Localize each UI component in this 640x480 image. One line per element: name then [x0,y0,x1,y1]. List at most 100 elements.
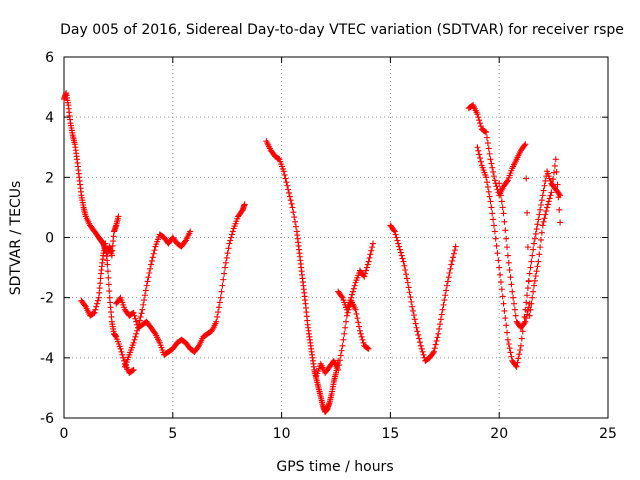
data-point [92,306,99,313]
data-point [140,301,147,308]
data-point [527,264,534,271]
data-point [118,348,125,355]
data-point [544,204,551,211]
y-tick-label: -6 [40,411,54,427]
data-point [488,160,495,167]
data-point [404,279,411,286]
data-point [435,330,442,337]
data-point [507,274,514,281]
data-point [132,333,139,340]
data-point [143,282,150,289]
data-point [351,282,358,289]
data-point [536,211,543,218]
data-point [366,254,373,261]
data-point [532,273,539,280]
data-point [526,300,533,307]
data-point [474,111,481,118]
data-point [515,355,522,362]
data-point [524,292,531,299]
data-point [494,250,501,257]
data-point [285,189,292,196]
data-point [402,266,409,273]
data-point [410,307,417,314]
data-point [504,336,511,343]
data-point [349,291,356,298]
data-point [542,211,549,218]
y-axis-label: SDTVAR / TECUs [8,181,24,296]
data-point [222,264,229,271]
data-point [94,300,101,307]
series-trace-11 [496,180,533,331]
data-point [522,318,529,325]
y-tick-label: 6 [45,50,54,66]
data-point [490,168,497,175]
data-point [353,310,360,317]
data-point [510,300,517,307]
data-point [149,254,156,261]
data-point [477,123,484,130]
data-point [534,221,541,228]
data-point [349,288,356,295]
data-point [357,330,364,337]
y-tick-label: 4 [45,110,54,126]
data-point [476,151,483,158]
data-point [477,155,484,162]
data-point [445,274,452,281]
data-point [524,285,531,292]
data-point [512,312,519,319]
data-point [484,134,491,141]
data-point [541,215,548,222]
data-point [529,294,536,301]
data-point [511,306,518,313]
data-point [547,192,554,199]
data-point [420,351,427,358]
data-point [508,281,515,288]
data-point [339,342,346,349]
chart-title: Day 005 of 2016, Sidereal Day-to-day VTE… [60,22,624,38]
data-point [131,336,138,343]
data-point [443,282,450,289]
data-point [430,348,437,355]
data-point [523,175,530,182]
data-point [120,354,127,361]
data-point [408,298,415,305]
data-point [218,288,225,295]
data-point [452,243,459,250]
data-point [548,189,555,196]
data-point [416,335,423,342]
data-point [336,357,343,364]
y-tick-label: 2 [45,170,54,186]
data-point [338,293,345,300]
data-point [401,262,408,269]
data-point [214,313,221,320]
data-point [490,222,497,229]
data-point [532,230,539,237]
data-point [524,311,531,318]
data-point [291,214,298,221]
data-point [225,245,232,252]
data-point [354,315,361,322]
data-point [284,182,291,189]
data-point [400,258,407,265]
data-point [413,324,420,331]
data-point [534,263,541,270]
data-point [504,244,511,251]
data-point [115,213,122,220]
data-point [526,312,533,319]
data-point [367,251,374,258]
data-point [137,313,144,320]
data-point [523,315,530,322]
data-point [150,250,157,257]
data-point [513,363,520,370]
data-point [94,297,101,304]
data-point [537,202,544,209]
x-tick-label: 0 [60,426,69,442]
data-point [557,219,564,226]
data-point [409,303,416,310]
data-point [447,265,454,272]
data-point [497,279,504,286]
data-point [289,204,296,211]
data-point [437,316,444,323]
data-point [489,210,496,217]
data-point [290,209,297,216]
